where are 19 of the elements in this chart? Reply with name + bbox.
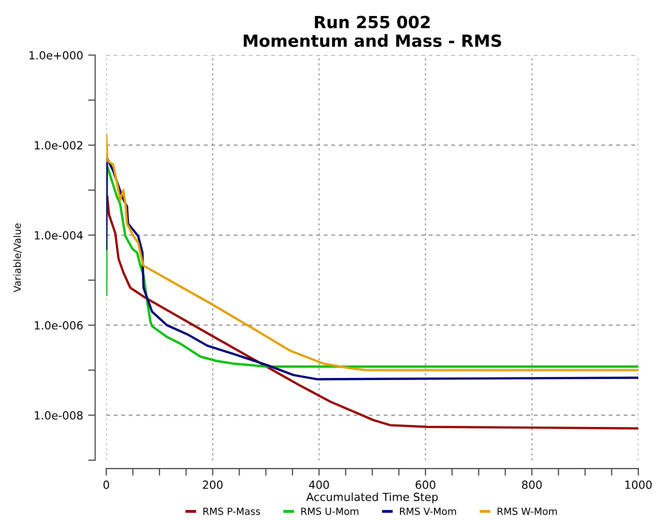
legend-label: RMS P-Mass [203,508,260,515]
legend-label: RMS V-Mom [400,508,456,515]
x-axis-title: Accumulated Time Step [306,492,438,504]
chart-title: Run 255 002 Momentum and Mass - RMS [244,16,502,48]
legend-label: RMS W-Mom [498,508,557,515]
y-tick-label: 1.0e-008 [34,411,83,420]
y-axis-title: Variable/Value [13,224,22,292]
x-tick-label: 200 [202,480,223,489]
x-tick-label: 800 [522,480,542,489]
y-tick-label: 1.0e-006 [34,321,83,330]
x-tick-label: 0 [103,480,110,489]
legend-label: RMS U-Mom [301,508,358,515]
y-tick-label: 1.0e+000 [30,51,83,60]
y-tick-label: 1.0e-002 [34,141,82,150]
x-tick-label: 1000 [625,480,652,489]
line-series [106,196,638,430]
y-tick-label: 1.0e-004 [34,231,83,240]
x-tick-label: 600 [416,480,436,489]
x-tick-label: 400 [309,480,329,489]
